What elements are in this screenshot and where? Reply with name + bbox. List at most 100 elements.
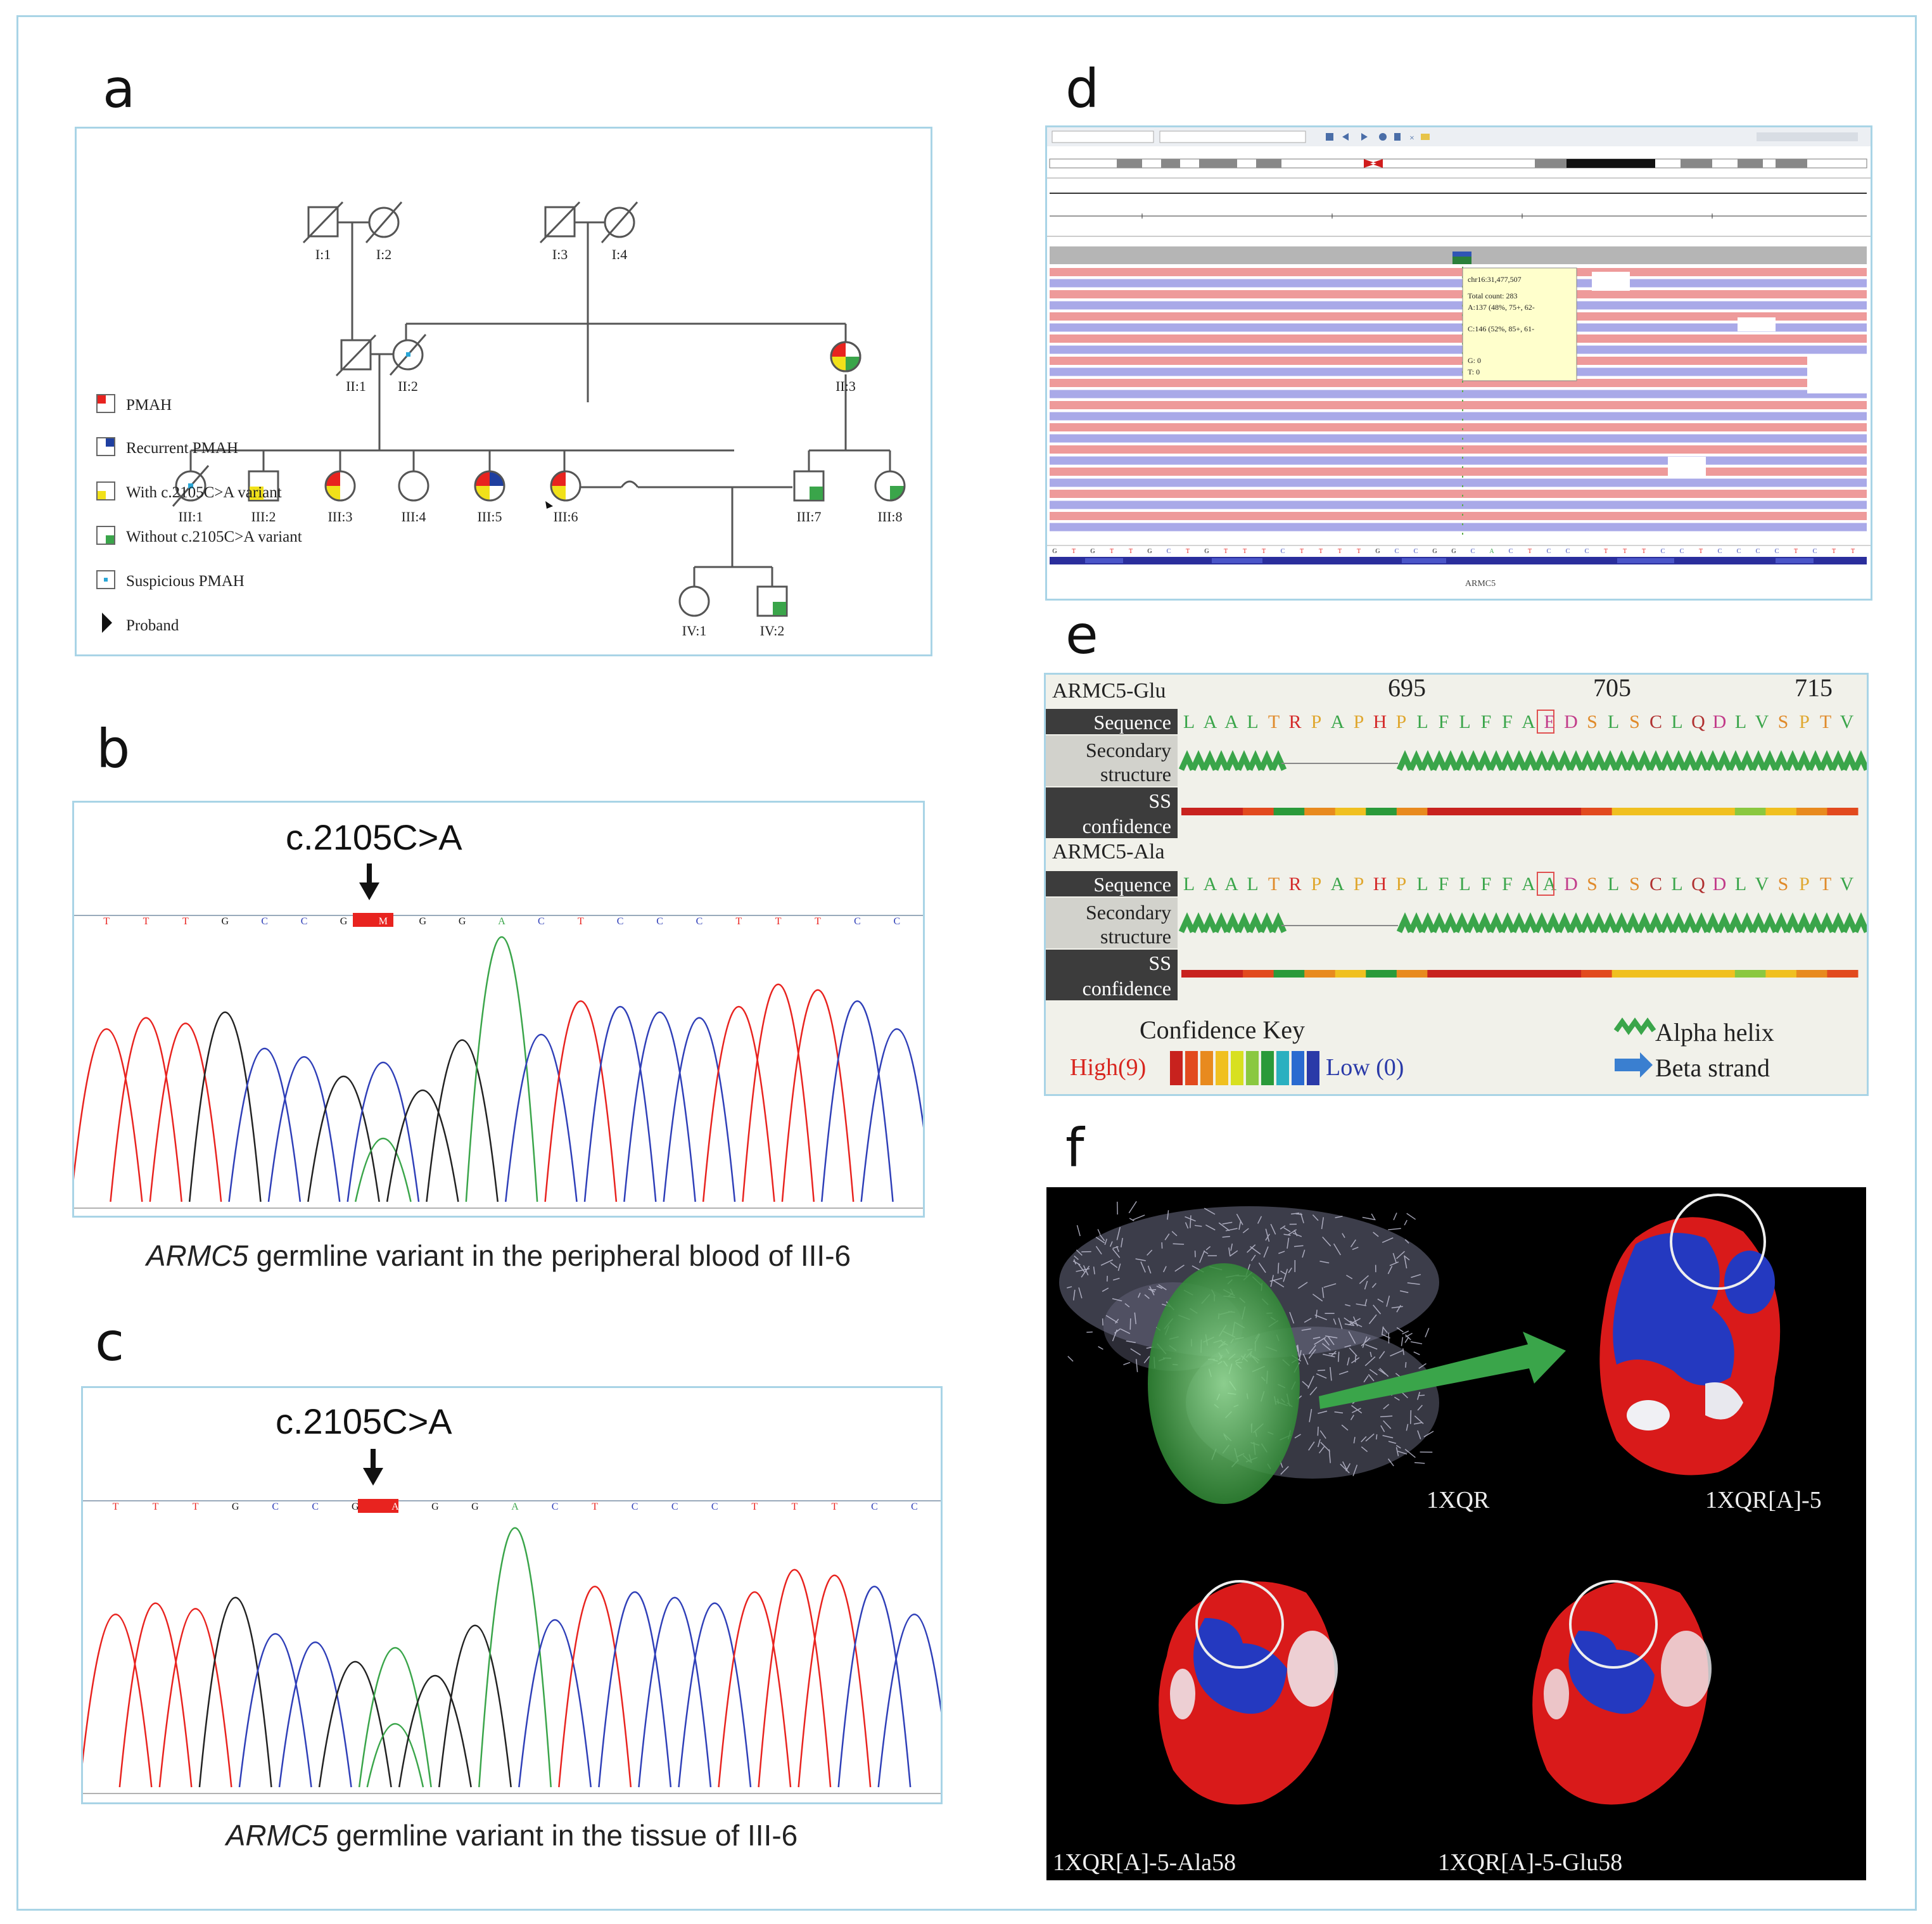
trace-peak [228, 1048, 302, 1202]
base-call: T [103, 916, 110, 927]
pedigree-chart: I:1 I:2 I:3 I:4 II:1 II:2 II:3 III:1 III… [96, 201, 906, 639]
arrow-right-icon [1319, 1332, 1566, 1409]
helix-segment [1190, 912, 1207, 933]
helix-segment [1476, 912, 1494, 933]
residue: S [1778, 874, 1789, 895]
trace-peak [678, 1602, 752, 1788]
helix-segment [1750, 912, 1767, 933]
stick-model [1059, 1201, 1439, 1504]
trace-peak [188, 1011, 262, 1202]
helix-segment [1544, 912, 1562, 933]
individual-IV-1 [678, 585, 710, 617]
trace-peak [742, 983, 815, 1202]
trace-peak [346, 1061, 420, 1202]
confidence-segment [1520, 808, 1551, 815]
helix-segment [1852, 750, 1870, 771]
residue: P [1354, 711, 1364, 732]
confidence-segment [1181, 808, 1213, 815]
svg-text:C: C [1509, 548, 1513, 555]
confidence-segment [1181, 970, 1213, 978]
helix-segment [1224, 912, 1242, 933]
helix-segment [1269, 750, 1287, 771]
legend-suspicious-pmah: Suspicious PMAH [126, 573, 245, 590]
confidence-segment [1243, 808, 1274, 815]
helix-segment [1556, 912, 1573, 933]
trace-peak [83, 1613, 153, 1788]
svg-text:C: C [1281, 548, 1285, 555]
base-call: T [143, 916, 149, 927]
residue: S [1629, 874, 1640, 895]
confidence-segment [1366, 970, 1397, 978]
trace-peak [583, 1005, 657, 1202]
label-III-5: III:5 [477, 509, 502, 525]
residue: A [1331, 711, 1345, 732]
base-call: C [871, 1501, 878, 1512]
confidence-segment [1581, 808, 1613, 815]
read-row [1050, 423, 1867, 431]
svg-text:C: C [1566, 548, 1570, 555]
residue: S [1587, 874, 1598, 895]
pedigree-panel: I:1 I:2 I:3 I:4 II:1 II:2 II:3 III:1 III… [75, 127, 932, 656]
zoom-slider[interactable] [1757, 132, 1858, 141]
residue: P [1354, 874, 1364, 895]
arrow-down-icon [363, 1468, 383, 1486]
helix-segment [1453, 912, 1471, 933]
residue: A [1522, 711, 1535, 732]
base-call: M [379, 916, 388, 927]
read-row [1050, 268, 1867, 276]
confidence-segment [1673, 970, 1705, 978]
helix-segment [1533, 750, 1551, 771]
popup-icon[interactable] [1421, 134, 1430, 140]
confidence-segment [1520, 970, 1551, 978]
psipred-chart: ARMC5-Glu ARMC5-Ala 695 705 715 Sequence… [1046, 673, 1870, 1085]
residue: D [1713, 711, 1727, 732]
read-row [1050, 500, 1867, 509]
residue: F [1502, 874, 1513, 895]
base-call: C [538, 916, 545, 927]
svg-text:G: G [1090, 548, 1095, 555]
trace-peak [544, 1000, 618, 1202]
residue: A [1331, 874, 1345, 895]
back-icon[interactable] [1342, 133, 1349, 141]
base-call: T [815, 916, 821, 927]
base-call: G [222, 916, 229, 927]
residue: V [1755, 874, 1769, 895]
trace-peak [860, 1028, 923, 1202]
helix-segment [1681, 750, 1699, 771]
trace-peak [158, 1608, 232, 1788]
helix-segment [1487, 750, 1505, 771]
close-icon[interactable]: × [1409, 134, 1414, 143]
svg-text:T: T [1262, 548, 1266, 555]
refresh-icon[interactable] [1379, 133, 1387, 141]
helix-segment [1693, 750, 1710, 771]
helix-segment [1613, 912, 1630, 933]
individual-III-4 [398, 470, 429, 502]
residue: R [1288, 874, 1301, 895]
helix-segment [1841, 912, 1859, 933]
home-icon[interactable] [1326, 133, 1333, 141]
helix-segment [1258, 912, 1276, 933]
confidence-segment [1611, 970, 1643, 978]
residue: S [1587, 711, 1598, 732]
base-call: T [751, 1501, 758, 1512]
label-I-4: I:4 [612, 246, 627, 262]
label-1xqr-a-5: 1XQR[A]-5 [1705, 1487, 1822, 1513]
individual-III-7 [793, 470, 825, 502]
confidence-segment [1550, 970, 1582, 978]
residue: R [1288, 711, 1301, 732]
read-row [1050, 367, 1867, 376]
residue: C [1649, 711, 1662, 732]
proband-arrow [545, 501, 553, 509]
trace-peak [118, 1602, 193, 1788]
trace-peak [478, 1527, 552, 1788]
svg-text:C: C [1737, 548, 1741, 555]
svg-text:C: C [1471, 548, 1475, 555]
residue: F [1481, 711, 1492, 732]
roi-icon[interactable] [1394, 133, 1401, 141]
residue: D [1564, 874, 1578, 895]
helix-segment [1201, 912, 1219, 933]
forward-icon[interactable] [1361, 133, 1368, 141]
panel-label-a: a [103, 58, 136, 120]
helix-segment [1419, 750, 1437, 771]
mutation-label-b: c.2105C>A [286, 817, 462, 857]
